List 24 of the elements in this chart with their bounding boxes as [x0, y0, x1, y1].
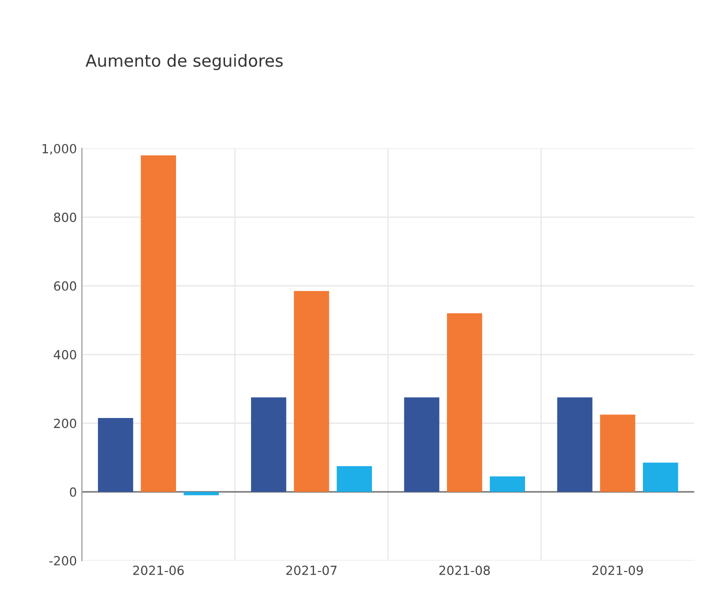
bar — [600, 414, 636, 492]
x-tick-label: 2021-06 — [133, 566, 184, 576]
y-tick-label: 0 — [70, 487, 76, 497]
x-tick-label: 2021-09 — [592, 566, 643, 576]
chart-title: Aumento de seguidores — [86, 54, 283, 70]
bar — [557, 397, 592, 492]
bar — [490, 476, 526, 492]
bar — [336, 466, 372, 492]
y-tick-label: 400 — [54, 350, 76, 360]
bar — [140, 155, 176, 492]
x-tick-label: 2021-08 — [439, 566, 490, 576]
bar — [294, 290, 330, 492]
y-tick-label: 800 — [54, 212, 76, 222]
bar — [642, 462, 678, 492]
y-tick-label: -200 — [49, 556, 76, 566]
bar — [404, 397, 440, 492]
bar — [184, 492, 219, 496]
bar — [446, 313, 482, 492]
y-tick-label: 200 — [54, 418, 76, 428]
y-tick-label: 600 — [54, 281, 76, 291]
bar — [251, 397, 286, 492]
x-tick-label: 2021-07 — [286, 566, 337, 576]
y-tick-label: 1,000 — [42, 144, 76, 155]
bar — [98, 418, 134, 492]
